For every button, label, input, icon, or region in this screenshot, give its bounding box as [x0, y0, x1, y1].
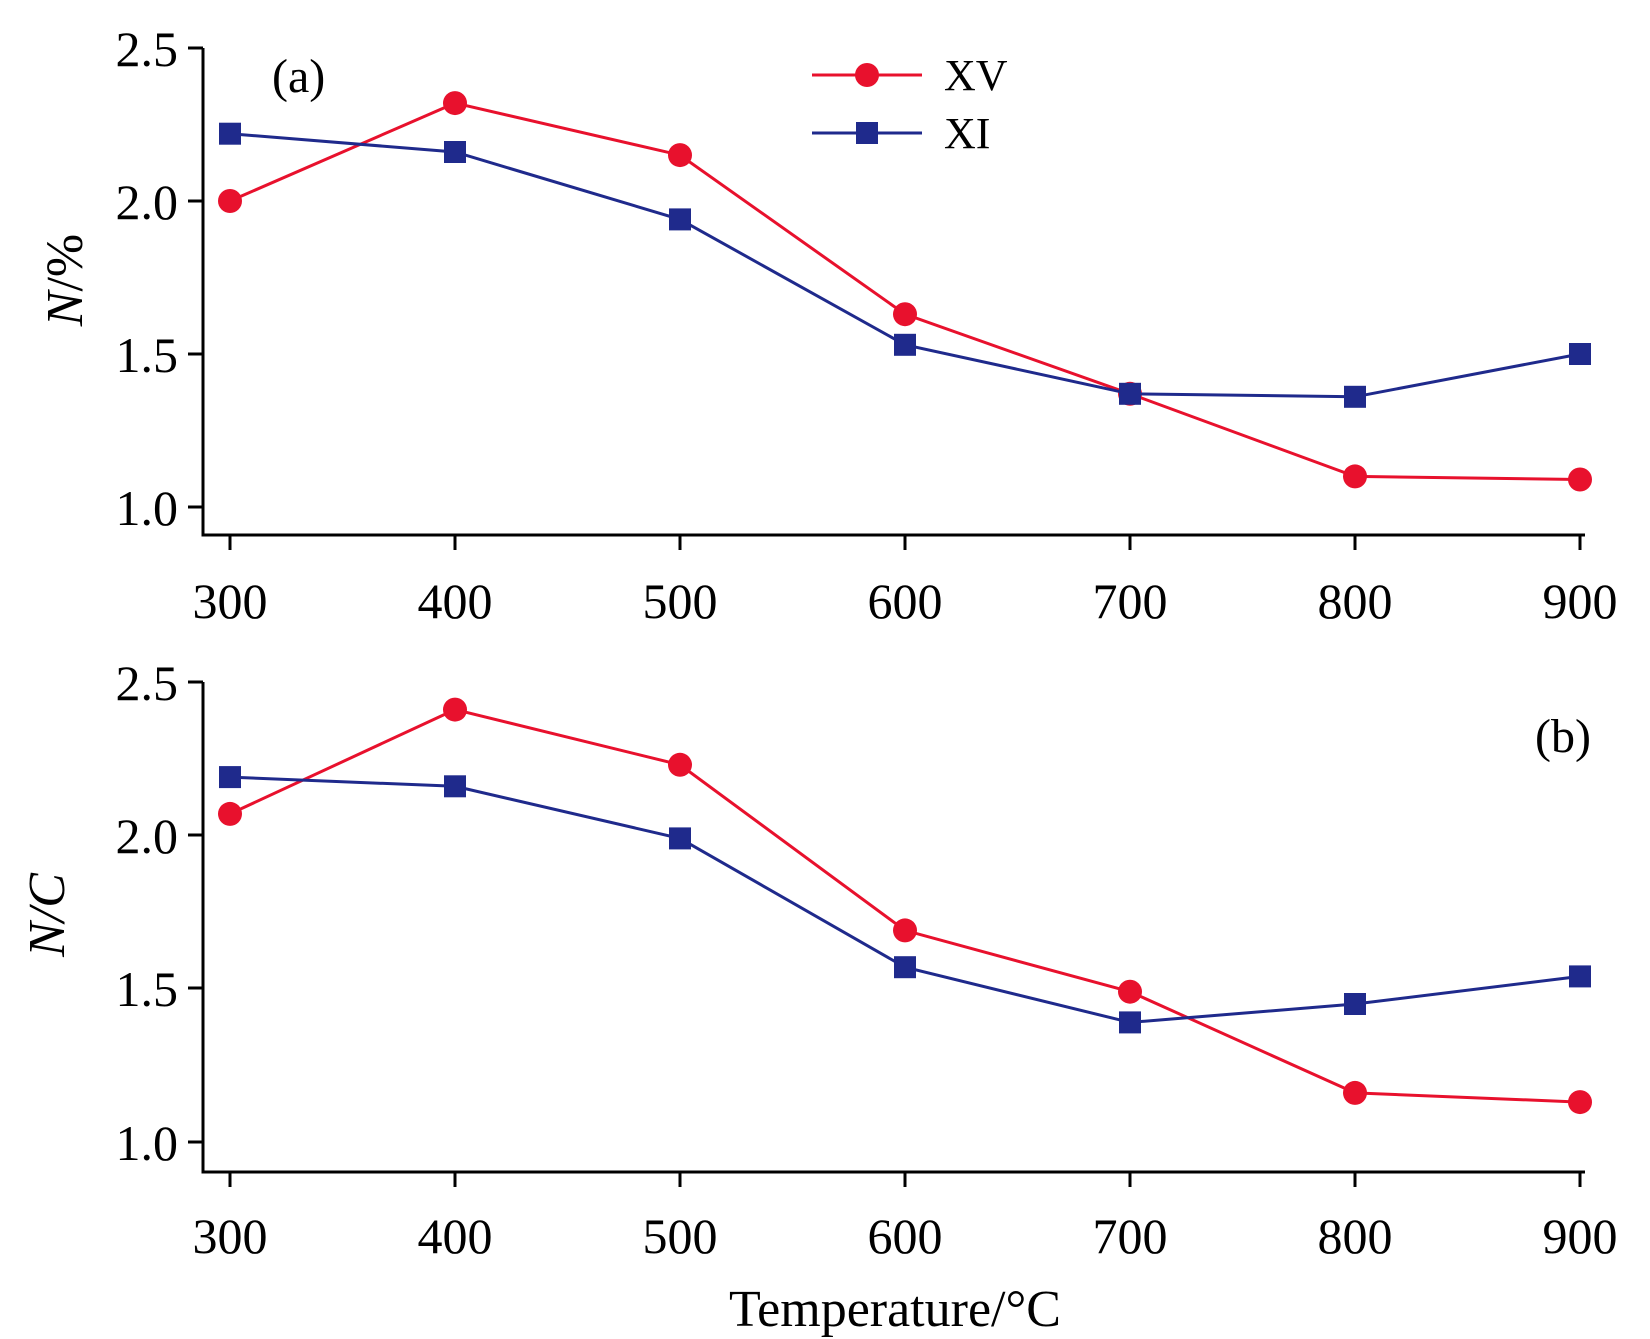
panel-b-y-ticks — [188, 680, 203, 1144]
legend-xi-label: XI — [944, 109, 990, 158]
panel-b-x-tick-labels: 300 400 500 600 700 800 900 — [193, 1208, 1618, 1264]
panel-a-xv-point-4 — [893, 302, 917, 327]
panel-b-x-tick-label-3: 500 — [643, 1208, 718, 1264]
panel-b: 1.0 1.5 2.0 2.5 300 400 500 600 700 800 … — [19, 655, 1618, 1338]
panel-a-y-tick-label-2: 1.5 — [116, 327, 179, 383]
panel-a-series-xi — [219, 122, 1591, 408]
panel-a-y-tick-label-1: 1.0 — [116, 480, 179, 536]
panel-a-series-xv-line — [229, 101, 1581, 481]
panel-b-y-tick-label-1: 1.0 — [116, 1115, 179, 1171]
panel-a-y-axis-title: N/% — [37, 234, 94, 327]
panel-b-y-tick-label-3: 2.0 — [116, 808, 179, 864]
panel-b-x-tick-label-4: 600 — [868, 1208, 943, 1264]
panel-b-y-tick-labels: 1.0 1.5 2.0 2.5 — [116, 655, 179, 1171]
panel-b-x-tick-label-7: 900 — [1543, 1208, 1618, 1264]
panel-a-x-tick-label-1: 300 — [193, 573, 268, 629]
panel-b-xv-point-7 — [1568, 1090, 1592, 1115]
panel-a-xi-point-7 — [1569, 343, 1591, 365]
panel-a-y-ticks — [188, 46, 203, 509]
panel-b-xv-point-5 — [1118, 979, 1142, 1004]
panel-a-label: (a) — [272, 50, 325, 103]
panel-a-xi-point-3 — [669, 208, 691, 231]
panel-b-x-ticks — [228, 1172, 1582, 1187]
panel-b-x-tick-label-5: 700 — [1093, 1208, 1168, 1264]
panel-b-xi-point-7 — [1569, 965, 1591, 988]
panel-b-series-xv — [218, 697, 1592, 1115]
panel-a-y-axis-unit: /% — [37, 234, 94, 292]
panel-b-xv-point-2 — [443, 697, 467, 722]
panel-a-y-tick-label-3: 2.0 — [116, 174, 179, 230]
panel-b-label: (b) — [1535, 710, 1591, 763]
panel-b-x-tick-label-1: 300 — [193, 1208, 268, 1264]
panel-a-xv-point-3 — [668, 143, 692, 168]
panel-a-xi-point-1 — [219, 122, 241, 145]
panel-b-xv-point-3 — [668, 752, 692, 777]
panel-a-x-tick-label-5: 700 — [1093, 573, 1168, 629]
panel-a-xv-point-7 — [1568, 467, 1592, 492]
panel-a-x-ticks — [228, 535, 1582, 550]
panel-a-y-tick-label-4: 2.5 — [116, 21, 179, 77]
panel-b-xi-point-1 — [219, 766, 241, 789]
panel-a-x-tick-labels: 300 400 500 600 700 800 900 — [193, 573, 1618, 629]
panel-b-xi-point-5 — [1119, 1011, 1141, 1034]
panel-a-x-tick-label-4: 600 — [868, 573, 943, 629]
legend-xv-marker — [855, 63, 879, 87]
panel-a-y-tick-labels: 1.0 1.5 2.0 2.5 — [116, 21, 179, 536]
panel-b-y-tick-label-2: 1.5 — [116, 961, 179, 1017]
panel-a-xi-point-4 — [894, 333, 916, 356]
panel-b-series-xi — [219, 766, 1591, 1034]
panel-b-xv-point-6 — [1343, 1080, 1367, 1105]
panel-a-y-axis-var: N — [37, 288, 94, 327]
panel-a-xi-point-6 — [1344, 385, 1366, 408]
panel-b-y-axis-var: N/C — [19, 872, 76, 958]
panel-a-series-xi-line — [229, 132, 1581, 399]
panel-a-x-tick-label-7: 900 — [1543, 573, 1618, 629]
panel-a-x-tick-label-6: 800 — [1318, 573, 1393, 629]
panel-a-xi-point-2 — [444, 141, 466, 163]
legend-xi-marker — [856, 122, 878, 144]
x-axis-title: Temperature/°C — [729, 1281, 1061, 1338]
panel-b-xi-point-3 — [669, 827, 691, 850]
panel-b-xi-point-6 — [1344, 993, 1366, 1015]
legend-xv-label: XV — [944, 51, 1008, 100]
panel-b-y-axis-title: N/C — [19, 872, 76, 958]
panel-b-xi-point-2 — [444, 775, 466, 798]
panel-a-axes — [201, 48, 1585, 537]
panel-a-xv-point-2 — [443, 91, 467, 116]
panel-b-series-xi-line — [229, 775, 1581, 1024]
panel-b-y-tick-label-4: 2.5 — [116, 655, 179, 711]
panel-b-axes — [201, 682, 1585, 1174]
panel-a-xv-point-6 — [1343, 464, 1367, 489]
panel-b-xi-point-4 — [894, 956, 916, 979]
panel-a-xi-point-5 — [1119, 382, 1141, 405]
panel-a-series-xv — [218, 91, 1592, 492]
panel-a-x-tick-label-3: 500 — [643, 573, 718, 629]
panel-b-xv-point-1 — [218, 801, 242, 826]
panel-b-x-tick-label-2: 400 — [418, 1208, 493, 1264]
legend: XV XI — [812, 51, 1008, 158]
panel-a-xv-point-1 — [218, 189, 242, 213]
panel-b-series-xv-line — [229, 708, 1581, 1104]
panel-b-xv-point-4 — [893, 918, 917, 943]
panel-b-x-tick-label-6: 800 — [1318, 1208, 1393, 1264]
panel-a-x-tick-label-2: 400 — [418, 573, 493, 629]
panel-a: 1.0 1.5 2.0 2.5 300 400 500 600 700 800 … — [37, 21, 1618, 629]
